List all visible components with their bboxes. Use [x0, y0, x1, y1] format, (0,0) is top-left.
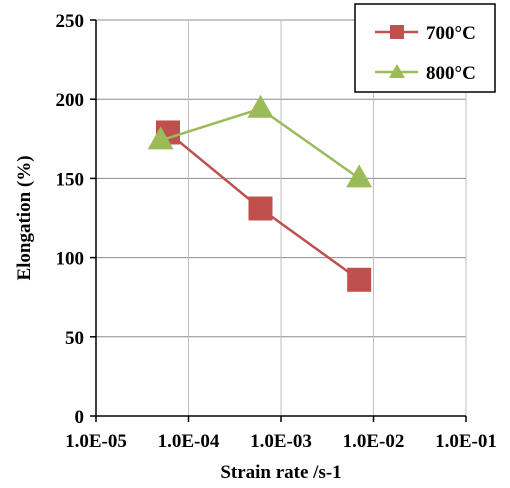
- gridlines: [96, 19, 467, 416]
- legend-triangle-marker: [389, 64, 405, 78]
- legend: 700°C 800°C: [354, 3, 496, 93]
- y-tick-label-1: 50: [65, 328, 84, 349]
- y-tick-label-0: 0: [75, 407, 85, 428]
- x-tick-label-0: 1.0E-05: [65, 431, 127, 452]
- x-tick-label-2: 1.0E-03: [250, 431, 312, 452]
- data-point-0-1: [248, 196, 273, 221]
- x-tick-label-4: 1.0E-01: [435, 431, 497, 452]
- x-tick-labels: 1.0E-05 1.0E-04 1.0E-03 1.0E-02 1.0E-01: [65, 431, 497, 452]
- data-point-1-1: [247, 94, 274, 118]
- x-tick-label-1: 1.0E-04: [158, 431, 220, 452]
- y-tick-label-4: 200: [56, 90, 85, 111]
- x-tick-label-3: 1.0E-02: [343, 431, 405, 452]
- legend-label-800: 800°C: [426, 63, 476, 84]
- y-tick-labels: 0 50 100 150 200 250: [56, 11, 85, 428]
- axes: [90, 19, 467, 422]
- data-series: [147, 94, 373, 292]
- y-axis-title: Elongation (%): [14, 155, 35, 280]
- series-line-1: [160, 107, 360, 180]
- legend-label-700: 700°C: [426, 23, 476, 44]
- data-point-1-2: [346, 164, 373, 188]
- legend-square-marker: [390, 25, 404, 39]
- data-point-0-2: [347, 267, 372, 292]
- data-point-1-0: [147, 126, 174, 150]
- legend-box: [354, 3, 496, 93]
- y-tick-label-5: 250: [56, 11, 85, 32]
- y-tick-label-2: 100: [56, 249, 85, 270]
- y-tick-label-3: 150: [56, 169, 85, 190]
- x-axis-title: Strain rate /s-1: [220, 462, 341, 483]
